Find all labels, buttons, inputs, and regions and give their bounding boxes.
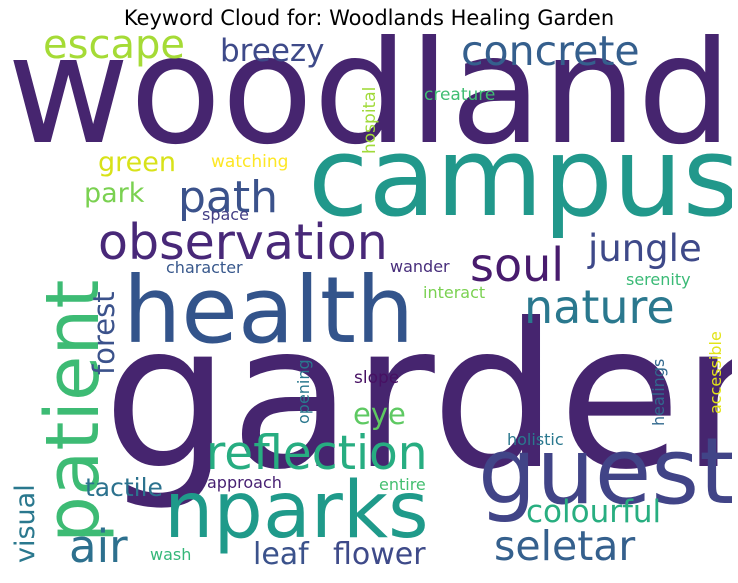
word-guest: guest: [478, 418, 732, 525]
word-accessible: accessible: [706, 331, 725, 414]
word-air: air: [69, 520, 128, 573]
word-green: green: [98, 147, 176, 178]
word-healings: healings: [649, 358, 668, 426]
word-entire: entire: [379, 475, 426, 494]
word-garden: garden: [103, 281, 732, 514]
word-breezy: breezy: [220, 34, 325, 69]
word-leaf: leaf: [253, 537, 309, 572]
word-tactile: tactile: [85, 473, 163, 502]
word-watching: watching: [211, 152, 289, 172]
word-slope: slope: [354, 368, 400, 388]
word-campus: campus: [308, 113, 732, 241]
word-holistic: holistic: [507, 430, 564, 449]
word-escape: escape: [43, 34, 185, 68]
word-opening: opening: [294, 359, 313, 424]
word-woodland: woodland: [7, 34, 732, 178]
word-hospital: hospital: [360, 86, 380, 154]
word-wash: wash: [150, 545, 192, 564]
word-wander: wander: [390, 257, 450, 276]
word-character: character: [166, 258, 243, 277]
word-nparks: nparks: [164, 466, 429, 556]
word-cloud-canvas: woodland garden campus health patient gu…: [6, 34, 732, 577]
word-eye: eye: [353, 397, 406, 431]
word-forest: forest: [87, 291, 121, 375]
word-seletar: seletar: [494, 522, 636, 570]
word-serenity: serenity: [626, 270, 691, 289]
word-jungle: jungle: [588, 227, 702, 270]
chart-title: Keyword Cloud for: Woodlands Healing Gar…: [123, 6, 615, 30]
word-health: health: [123, 257, 415, 364]
word-approach: approach: [207, 473, 282, 492]
word-space: space: [202, 205, 249, 224]
word-reflection: reflection: [206, 426, 428, 481]
word-nature: nature: [524, 280, 675, 334]
word-creature: creature: [424, 85, 496, 105]
word-observation: observation: [98, 214, 388, 271]
word-park: park: [84, 178, 145, 209]
word-interact: interact: [423, 283, 486, 302]
word-soul: soul: [470, 238, 565, 292]
word-visual: visual: [10, 484, 41, 563]
word-concrete: concrete: [461, 34, 640, 75]
word-colourful: colourful: [526, 494, 662, 530]
word-flower: flower: [333, 537, 426, 572]
word-path: path: [178, 172, 279, 223]
